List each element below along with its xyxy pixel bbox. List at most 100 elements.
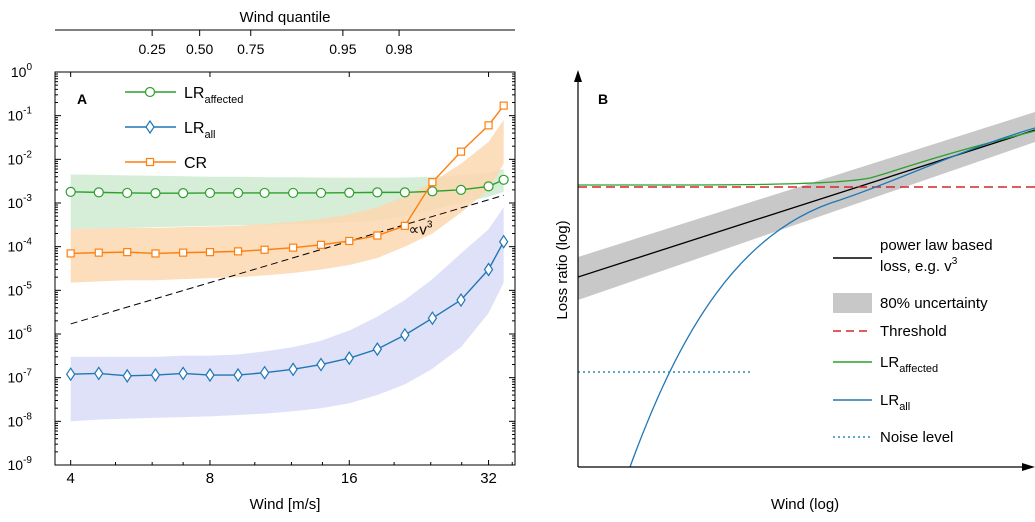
y-tick-exp: -2 xyxy=(23,149,32,160)
point-lr-all xyxy=(205,367,215,383)
point-lr-affected xyxy=(455,184,467,195)
y-tick-label: 10-6 xyxy=(8,324,33,342)
y-tick-base: 10 xyxy=(11,64,27,80)
legend-label-sub: all xyxy=(204,129,215,141)
y-tick-label: 10-1 xyxy=(8,106,33,124)
point-lr-affected xyxy=(315,187,327,199)
point-lr-affected xyxy=(150,188,161,199)
y-tick-exp: -3 xyxy=(23,193,32,204)
legend-label: CR xyxy=(184,155,207,172)
legend-label-main: LR xyxy=(880,392,899,409)
x-tick-label: 16 xyxy=(341,470,358,487)
point-lr-affected xyxy=(259,187,270,199)
plot-frame-a xyxy=(54,71,516,466)
point-cr xyxy=(316,240,326,249)
point-cr xyxy=(123,248,132,257)
legend-label: Noise level xyxy=(880,429,953,446)
y-tick-exp: -8 xyxy=(23,411,32,422)
point-cr xyxy=(66,249,75,258)
power-law-line xyxy=(70,194,504,325)
point-cr xyxy=(499,101,508,110)
point-cr xyxy=(205,248,215,257)
point-lr-all xyxy=(233,367,243,383)
legend-label: 80% uncertainty xyxy=(880,295,988,312)
point-cr xyxy=(94,248,103,257)
y-tick-exp: -9 xyxy=(23,455,32,466)
point-lr-affected xyxy=(93,187,104,198)
y-tick-base: 10 xyxy=(8,239,24,255)
y-tick-label: 10-4 xyxy=(8,237,33,255)
point-lr-affected xyxy=(288,187,299,199)
x-axis-ticks: 4 8 16 32 xyxy=(66,72,513,487)
band-all xyxy=(70,207,504,422)
point-cr xyxy=(233,247,243,256)
point-lr-all xyxy=(427,311,438,326)
legend-label-main: LR xyxy=(184,120,204,137)
top-quantile-axis: 0.25 0.50 0.75 0.95 0.98 xyxy=(55,29,515,57)
legend-marker xyxy=(144,86,156,98)
y-axis-arrow xyxy=(574,70,582,82)
point-cr xyxy=(260,245,269,254)
point-lr-affected xyxy=(204,187,216,199)
legend-b: power law based loss, e.g. v3 80% uncertai… xyxy=(833,237,993,446)
point-lr-affected xyxy=(122,187,133,199)
y-tick-label: 10-8 xyxy=(8,411,33,429)
point-lr-affected xyxy=(498,174,509,185)
point-cr xyxy=(456,147,466,156)
point-cr xyxy=(345,236,354,246)
top-tick-label: 0.50 xyxy=(186,41,213,57)
y-tick-base: 10 xyxy=(8,413,24,429)
point-lr-affected xyxy=(344,187,355,198)
point-lr-affected xyxy=(372,187,383,198)
panel-b: B Wind (log) Loss ratio (log) power law … xyxy=(554,70,1035,513)
y-tick-exp: -1 xyxy=(23,106,32,117)
y-tick-base: 10 xyxy=(8,326,24,342)
point-cr xyxy=(289,243,298,252)
top-tick-label: 0.95 xyxy=(329,41,356,57)
legend-marker xyxy=(145,157,155,167)
uncertainty-band xyxy=(578,112,1035,300)
legend-label-main: loss, e.g. v xyxy=(880,258,952,275)
point-lr-all xyxy=(344,351,354,366)
point-lr-all xyxy=(122,368,132,383)
legend-label-sub: affected xyxy=(204,94,243,106)
top-axis-title: Wind quantile xyxy=(240,9,331,26)
point-cr xyxy=(179,248,188,257)
y-tick-base: 10 xyxy=(8,282,24,298)
band-cr xyxy=(70,119,504,283)
point-cr xyxy=(373,231,382,240)
x-axis-title-a: Wind [m/s] xyxy=(250,496,321,513)
legend-label: power law based xyxy=(880,237,993,254)
x-axis-title-b: Wind (log) xyxy=(771,496,839,513)
power-law-annotation: ∝v3 xyxy=(409,219,433,238)
y-tick-label: 10-2 xyxy=(8,149,33,167)
point-lr-all xyxy=(65,367,76,382)
point-lr-all xyxy=(498,234,509,249)
y-tick-label: 100 xyxy=(11,62,33,80)
panel-a: 4 8 16 32 10010-110-210-310-410-510-610-710… xyxy=(8,9,516,513)
point-lr-affected xyxy=(178,188,189,199)
legend-label: LRaffected xyxy=(880,354,938,375)
legend-label-main: LR xyxy=(184,85,204,102)
x-tick-label: 8 xyxy=(206,470,214,487)
lr-affected-curve xyxy=(578,130,1035,186)
point-lr-all xyxy=(288,362,298,377)
point-lr-all xyxy=(316,357,326,372)
y-tick-base: 10 xyxy=(8,151,24,167)
point-lr-affected xyxy=(232,187,244,199)
point-lr-all xyxy=(483,262,494,277)
y-tick-exp: -5 xyxy=(23,280,32,291)
point-lr-all xyxy=(372,342,383,357)
legend-label-sub: affected xyxy=(899,363,938,375)
legend-label: Threshold xyxy=(880,323,947,340)
top-tick-label: 0.75 xyxy=(237,41,264,57)
y-tick-label: 10-3 xyxy=(8,193,33,211)
y-tick-label: 10-7 xyxy=(8,368,33,386)
point-lr-all xyxy=(150,367,161,383)
y-tick-exp: -7 xyxy=(23,368,32,379)
point-lr-affected xyxy=(483,181,494,192)
point-cr xyxy=(484,121,493,130)
